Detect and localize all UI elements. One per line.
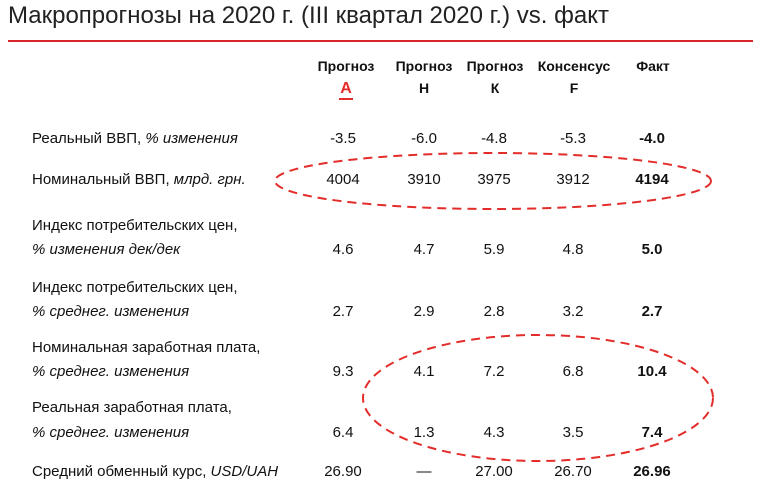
row-label-unit: % изменения дек/дек [32,241,181,258]
row-label-real-gdp: Реальный ВВП, % изменения [32,129,238,149]
highlight-oval-nominal-gdp [274,152,712,210]
row-label-text: Номинальная заработная плата, [32,339,261,356]
header-consensus-code: F [569,80,579,96]
header-forecast-n: Прогноз Н [388,55,460,99]
table-cell: 4.8 [562,241,584,258]
row-label-unit: % среднег. изменения [32,303,190,320]
row-label-text: Средний обменный курс, [32,463,211,480]
row-label-nominal-wage-unit: % среднег. изменения [32,362,189,382]
table-cell: 3910 [407,171,441,188]
table-cell: 26.70 [554,463,592,480]
table-cell: 1.3 [413,424,435,441]
table-cell: 3.2 [562,303,584,320]
table-cell: 4.3 [483,424,505,441]
table-cell-fact: 26.96 [633,463,671,480]
row-label-text: Индекс потребительских цен, [32,217,238,234]
header-forecast-k-code: К [490,80,500,96]
table-cell: 5.9 [483,241,505,258]
table-cell: 4.7 [413,241,435,258]
row-label-nominal-gdp: Номинальный ВВП, млрд. грн. [32,170,246,190]
table-cell: 7.2 [483,363,505,380]
table-cell: 9.3 [332,363,354,380]
table-cell-fact: 5.0 [641,241,663,258]
table-cell-fact: 7.4 [641,424,663,441]
table-cell: 2.8 [483,303,505,320]
table-cell: 3975 [477,171,511,188]
table-cell-fact: 10.4 [637,363,667,380]
table-cell: -6.0 [411,130,437,147]
table-cell-fact: 4194 [635,171,669,188]
header-forecast-a-label: Прогноз [317,58,375,74]
table-cell-fact: 2.7 [641,303,663,320]
title-divider [8,40,753,42]
table-cell: 27.00 [475,463,513,480]
row-label-unit: % среднег. изменения [32,363,190,380]
row-label-unit: млрд. грн. [173,171,246,188]
header-forecast-k: Прогноз К [459,55,531,99]
row-label-cpi-avg-unit: % среднег. изменения [32,302,189,322]
table-cell: 3.5 [562,424,584,441]
page-title: Макропрогнозы на 2020 г. (III квартал 20… [8,2,609,29]
row-label-text: Реальная заработная плата, [32,399,232,416]
table-cell: -5.3 [560,130,586,147]
table-cell: 4.1 [413,363,435,380]
table-cell: -4.8 [481,130,507,147]
table-cell: — [416,463,432,480]
alfa-logo-icon: А [339,80,353,100]
table-cell-fact: -4.0 [639,130,665,147]
table-cell: 6.4 [332,424,354,441]
table-cell: 2.7 [332,303,354,320]
row-label-unit: % изменения [145,130,238,147]
table-cell: 6.8 [562,363,584,380]
row-label-unit: % среднег. изменения [32,424,190,441]
table-cell: 4.6 [332,241,354,258]
header-fact: Факт [617,55,689,77]
row-label-text: Индекс потребительских цен, [32,279,238,296]
row-label-nominal-wage: Номинальная заработная плата, [32,338,260,358]
header-consensus-label: Консенсус [537,58,611,74]
row-label-real-wage-unit: % среднег. изменения [32,423,189,443]
header-forecast-k-label: Прогноз [466,58,524,74]
header-forecast-n-label: Прогноз [395,58,453,74]
row-label-text: Реальный ВВП, [32,130,146,147]
table-cell: 26.90 [324,463,362,480]
row-label-cpi-dec-unit: % изменения дек/дек [32,240,180,260]
header-forecast-a: Прогноз А [310,55,382,100]
table-cell: 3912 [556,171,590,188]
table-cell: -3.5 [330,130,356,147]
highlight-oval-wages [362,334,714,462]
row-label-text: Номинальный ВВП, [32,171,174,188]
row-label-real-wage: Реальная заработная плата, [32,398,232,418]
header-forecast-n-code: Н [418,80,430,96]
table-cell: 2.9 [413,303,435,320]
row-label-unit: USD/UAH [210,463,279,480]
header-consensus: Консенсус F [531,55,617,99]
row-label-cpi-avg: Индекс потребительских цен, [32,278,238,298]
row-label-exchange-rate: Средний обменный курс, USD/UAH [32,462,278,482]
table-cell: 4004 [326,171,360,188]
row-label-cpi-dec: Индекс потребительских цен, [32,216,238,236]
header-fact-label: Факт [636,58,670,74]
